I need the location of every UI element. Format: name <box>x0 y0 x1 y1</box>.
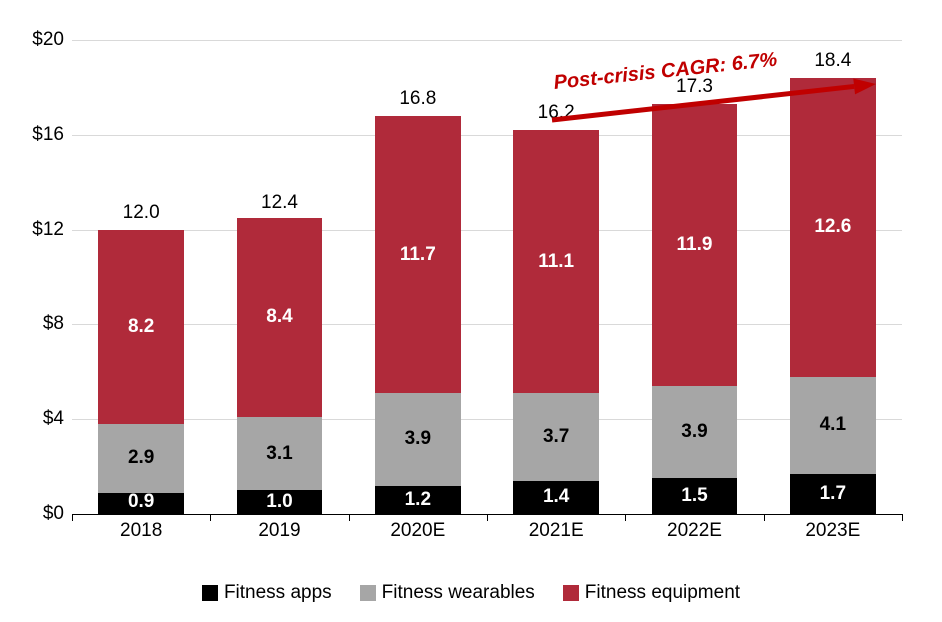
y-tick-label: $0 <box>43 503 72 525</box>
segment-value-label: 3.7 <box>513 426 599 448</box>
grid-line <box>72 230 902 231</box>
bar-segment-wearables: 3.7 <box>513 393 599 481</box>
x-category-label: 2022E <box>625 514 763 542</box>
segment-value-label: 12.6 <box>790 216 876 238</box>
segment-value-label: 1.5 <box>652 485 738 507</box>
x-category-label: 2019 <box>210 514 348 542</box>
bar-segment-apps: 1.7 <box>790 474 876 514</box>
grid-line <box>72 40 902 41</box>
bar-segment-equipment: 8.2 <box>98 230 184 424</box>
grid-line <box>72 135 902 136</box>
bar-segment-equipment: 11.1 <box>513 130 599 393</box>
x-category-label: 2020E <box>349 514 487 542</box>
segment-value-label: 0.9 <box>98 491 184 513</box>
bar-segment-equipment: 11.7 <box>375 116 461 393</box>
segment-value-label: 3.1 <box>237 443 323 465</box>
y-tick-label: $16 <box>32 124 72 146</box>
bar-segment-apps: 1.2 <box>375 486 461 514</box>
y-tick-label: $8 <box>43 313 72 335</box>
segment-value-label: 11.1 <box>513 251 599 273</box>
bar-segment-wearables: 2.9 <box>98 424 184 493</box>
x-category-label: 2018 <box>72 514 210 542</box>
legend-label: Fitness wearables <box>382 582 535 604</box>
segment-value-label: 8.4 <box>237 306 323 328</box>
y-tick-label: $4 <box>43 408 72 430</box>
segment-value-label: 1.0 <box>237 491 323 513</box>
legend-label: Fitness equipment <box>585 582 740 604</box>
segment-value-label: 1.4 <box>513 486 599 508</box>
bar-segment-equipment: 11.9 <box>652 104 738 386</box>
bar-total-label: 12.4 <box>194 192 366 214</box>
bar-segment-apps: 0.9 <box>98 493 184 514</box>
bar-segment-apps: 1.0 <box>237 490 323 514</box>
bar-total-label: 16.2 <box>470 102 642 124</box>
bar-segment-apps: 1.5 <box>652 478 738 514</box>
bar-segment-wearables: 3.9 <box>375 393 461 485</box>
legend-item: Fitness equipment <box>563 582 740 604</box>
bar-segment-apps: 1.4 <box>513 481 599 514</box>
bar-segment-wearables: 4.1 <box>790 377 876 474</box>
segment-value-label: 3.9 <box>652 421 738 443</box>
plot-area: $0$4$8$12$16$200.92.98.212.020181.03.18.… <box>72 40 902 514</box>
segment-value-label: 11.9 <box>652 234 738 256</box>
segment-value-label: 3.9 <box>375 428 461 450</box>
x-tick <box>902 514 903 521</box>
bar-segment-wearables: 3.9 <box>652 386 738 478</box>
y-tick-label: $20 <box>32 29 72 51</box>
chart-container: $0$4$8$12$16$200.92.98.212.020181.03.18.… <box>0 0 942 622</box>
segment-value-label: 2.9 <box>98 447 184 469</box>
segment-value-label: 8.2 <box>98 316 184 338</box>
x-category-label: 2021E <box>487 514 625 542</box>
segment-value-label: 1.7 <box>790 483 876 505</box>
bar-segment-wearables: 3.1 <box>237 417 323 490</box>
segment-value-label: 4.1 <box>790 414 876 436</box>
x-category-label: 2023E <box>764 514 902 542</box>
bar-segment-equipment: 8.4 <box>237 218 323 417</box>
bar-segment-equipment: 12.6 <box>790 78 876 377</box>
legend: Fitness apps Fitness wearables Fitness equ… <box>0 582 942 604</box>
legend-label: Fitness apps <box>224 582 332 604</box>
segment-value-label: 11.7 <box>375 244 461 266</box>
legend-item: Fitness apps <box>202 582 332 604</box>
legend-swatch <box>202 585 218 601</box>
legend-item: Fitness wearables <box>360 582 535 604</box>
segment-value-label: 1.2 <box>375 489 461 511</box>
legend-swatch <box>360 585 376 601</box>
grid-line <box>72 419 902 420</box>
grid-line <box>72 324 902 325</box>
legend-swatch <box>563 585 579 601</box>
